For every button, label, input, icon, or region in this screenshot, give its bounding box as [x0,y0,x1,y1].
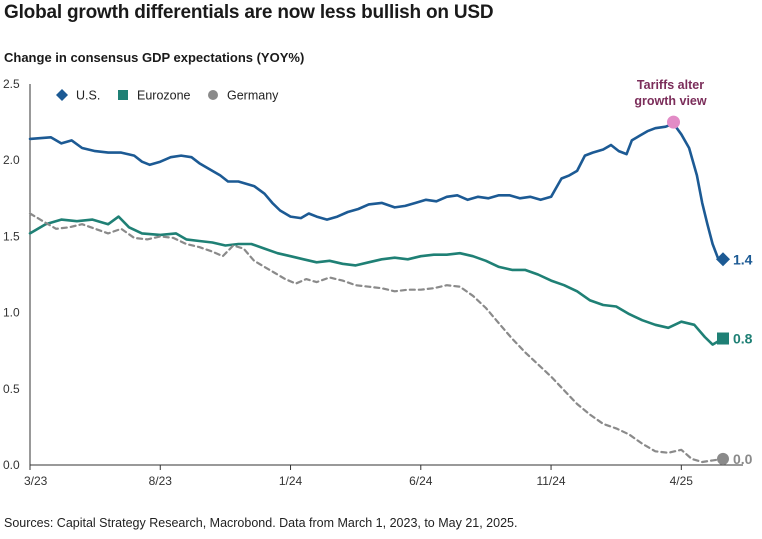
x-tick-label: 4/25 [670,474,694,488]
end-marker-us [716,252,730,267]
x-tick-label: 8/23 [149,474,173,488]
x-tick-label: 3/23 [24,474,48,488]
legend-marker-germany [208,90,218,100]
end-value-label: 0.8 [733,331,753,347]
y-tick-label: 1.5 [3,229,20,243]
y-tick-label: 2.5 [3,77,20,91]
legend-marker-us [56,89,68,101]
annotation-point [667,115,680,129]
y-axis-label: Change in consensus GDP expectations (YO… [4,50,305,65]
end-value-label: 1.4 [733,251,753,267]
y-tick-label: 0.5 [3,382,20,396]
legend: U.S. Eurozone Germany [56,89,279,103]
y-tick-label: 1.0 [3,306,20,320]
axes: 0.0 0.5 1.0 1.5 2.0 2.5 3/23 8/23 1/24 6/24 11/24 4… [3,77,743,488]
series-line-germany [28,212,725,464]
legend-label: Eurozone [137,89,191,103]
source-note: Sources: Capital Strategy Research, Macr… [4,516,518,530]
series-line-us [28,122,725,261]
end-value-label: 0.0 [733,451,753,467]
end-marker-germany [717,452,729,465]
series-lines: 1.4 0.8 0.0 [28,122,753,467]
y-tick-label: 2.0 [3,153,20,167]
legend-label: Germany [227,89,279,103]
annotation-text: growth view [634,94,707,108]
annotation-text: Tariffs alter [637,78,704,92]
x-tick-label: 1/24 [279,474,303,488]
series-line-eurozone [28,215,725,346]
y-tick-label: 0.0 [3,458,20,472]
x-tick-label: 11/24 [536,474,565,488]
legend-marker-eurozone [118,90,128,100]
x-tick-label: 6/24 [409,474,433,488]
end-marker-eurozone [717,332,729,345]
chart-title: Global growth differentials are now less… [4,2,494,23]
legend-label: U.S. [76,89,100,103]
annotation: Tariffs alter growth view [634,78,707,129]
